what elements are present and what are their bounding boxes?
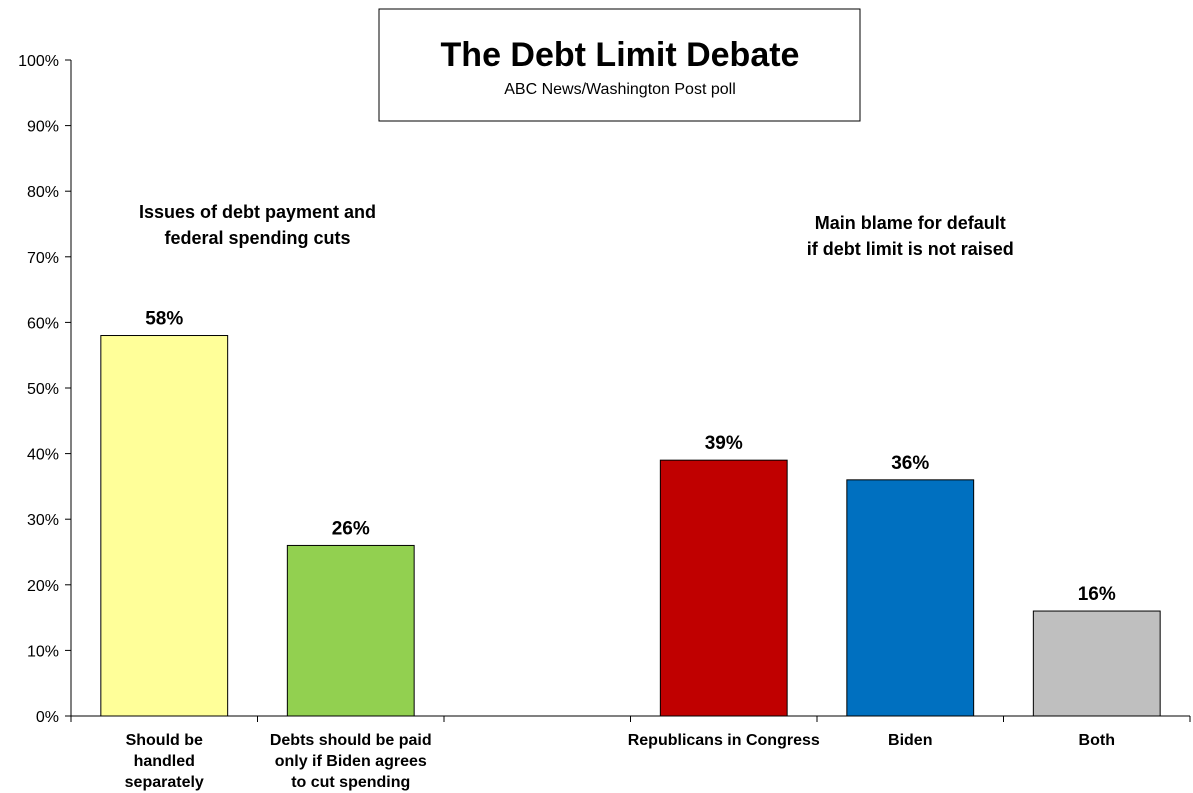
y-tick-label: 10% [27,643,59,660]
category-label: to cut spending [291,774,410,791]
bar [847,480,974,716]
chart-subtitle: ABC News/Washington Post poll [504,81,736,98]
y-tick-label: 50% [27,381,59,398]
chart-title: The Debt Limit Debate [441,36,800,74]
y-axis: 0% 10% 20% 30% 40% 50% 60% 70% 80% 90% 100% [18,53,71,726]
group-label: federal spending cuts [164,228,350,248]
bar-value-label: 39% [705,433,743,454]
y-tick-label: 90% [27,119,59,136]
bar-value-label: 36% [891,453,929,474]
bar-value-label: 26% [332,518,370,539]
group-label: if debt limit is not raised [807,239,1014,259]
bar [660,460,787,716]
category-label: Debts should be paid [270,732,432,749]
category-label: separately [125,774,204,791]
y-tick-label: 40% [27,447,59,464]
y-tick-label: 0% [36,709,59,726]
bar [287,545,414,716]
category-label: handled [134,753,195,770]
bar-value-label: 16% [1078,584,1116,605]
y-tick-label: 80% [27,184,59,201]
bar [101,336,228,716]
category-label: Republicans in Congress [628,732,820,749]
y-tick-label: 20% [27,578,59,595]
bars: 58% 26% 39% 36% 16% [101,309,1160,716]
category-label: only if Biden agrees [275,753,427,770]
group-label: Issues of debt payment and [139,202,376,222]
group-label: Main blame for default [815,213,1006,233]
y-tick-label: 70% [27,250,59,267]
bar [1033,611,1160,716]
title-box: The Debt Limit Debate ABC News/Washingto… [379,9,860,121]
bar-value-label: 58% [145,309,183,330]
y-tick-label: 30% [27,512,59,529]
y-tick-label: 60% [27,315,59,332]
category-label: Both [1079,732,1115,749]
category-label: Biden [888,732,932,749]
category-label: Should be [126,732,203,749]
x-axis: Should be handled separately Debts should b… [71,716,1190,791]
group-labels: Issues of debt payment and federal spendi… [139,202,1014,259]
y-tick-label: 100% [18,53,59,70]
